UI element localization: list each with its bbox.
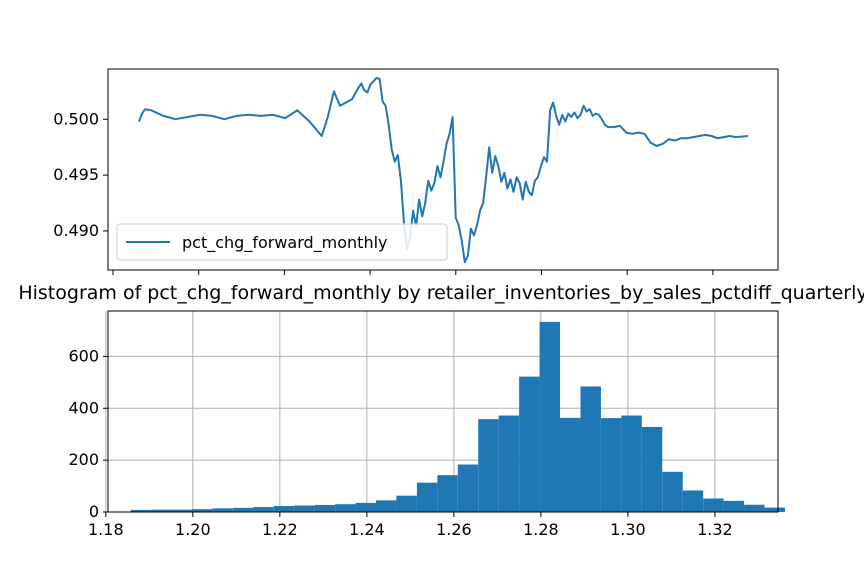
histogram-bar xyxy=(171,509,192,512)
histogram-bar xyxy=(682,490,704,512)
line-chart-ticks: 0.490 0.495 0.500 xyxy=(53,109,714,275)
y-tick-label: 0.495 xyxy=(53,165,99,184)
histogram-bar xyxy=(355,502,376,512)
histogram-bar xyxy=(253,507,274,512)
histogram-bar xyxy=(519,376,540,512)
y-tick-label: 600 xyxy=(68,346,99,365)
histogram-bar xyxy=(744,504,765,512)
y-tick-label: 0 xyxy=(89,502,99,521)
histogram-bar xyxy=(396,495,417,512)
histogram-title: Histogram of pct_chg_forward_monthly by … xyxy=(18,282,864,304)
histogram-bar xyxy=(416,482,438,512)
histogram-bar xyxy=(621,415,642,512)
legend-series-label: pct_chg_forward_monthly xyxy=(182,233,388,253)
histogram-bar xyxy=(335,504,356,512)
histogram-axes: Histogram of pct_chg_forward_monthly by … xyxy=(18,282,864,539)
histogram-frame xyxy=(107,310,779,513)
x-tick-label: 1.28 xyxy=(523,520,559,539)
line-chart-legend: pct_chg_forward_monthly xyxy=(116,223,448,261)
histogram-bar xyxy=(478,419,499,512)
x-tick-label: 1.22 xyxy=(262,520,298,539)
histogram-bar xyxy=(457,464,479,512)
y-tick-label: 0.490 xyxy=(53,221,99,240)
x-tick-label: 1.20 xyxy=(175,520,211,539)
y-tick-label: 200 xyxy=(68,450,99,469)
histogram-bar xyxy=(764,507,785,512)
histogram-bar xyxy=(437,475,458,512)
histogram-bar xyxy=(314,504,336,512)
y-tick-label: 0.500 xyxy=(53,109,99,128)
x-tick-label: 1.24 xyxy=(349,520,385,539)
histogram-bar xyxy=(580,386,601,512)
histogram-bar xyxy=(723,500,745,512)
histogram-bar xyxy=(600,418,622,512)
histogram-bar xyxy=(212,508,233,512)
histogram-bar xyxy=(273,506,295,512)
x-tick-label: 1.32 xyxy=(697,520,733,539)
histogram-bar xyxy=(662,471,683,512)
histogram-bar xyxy=(641,426,663,512)
x-tick-label: 1.30 xyxy=(610,520,646,539)
histogram-bar xyxy=(539,321,561,512)
histogram-ticks: 1.18 1.20 1.22 1.24 1.26 1.28 1.30 1.32 0 200 400 6… xyxy=(68,346,732,539)
histogram-bar xyxy=(560,417,581,512)
histogram-bar xyxy=(151,509,172,512)
y-tick-label: 400 xyxy=(68,398,99,417)
histogram-bars xyxy=(130,321,785,512)
histogram-bar xyxy=(130,509,152,512)
histogram-bar xyxy=(376,500,397,512)
histogram-bar xyxy=(232,507,254,512)
line-chart-axes: 0.490 0.495 0.500 pct_chg_forward_monthly xyxy=(53,68,779,275)
legend-box xyxy=(116,223,448,261)
histogram-bar xyxy=(191,509,213,512)
histogram-bar xyxy=(703,498,724,512)
x-tick-label: 1.18 xyxy=(88,520,124,539)
x-tick-label: 1.26 xyxy=(436,520,472,539)
histogram-bar xyxy=(294,505,315,512)
series-line-pct-chg-forward-monthly xyxy=(138,76,749,264)
line-chart-series xyxy=(138,76,749,264)
histogram-bar xyxy=(498,415,520,512)
line-chart-frame xyxy=(107,68,779,271)
